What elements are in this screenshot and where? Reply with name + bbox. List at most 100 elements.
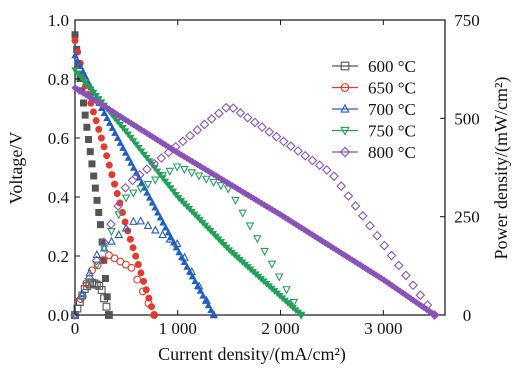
voltage-point <box>148 303 156 311</box>
power-point <box>267 260 277 269</box>
voltage-point <box>105 119 114 126</box>
voltage-point <box>76 62 85 69</box>
power-point <box>180 252 189 261</box>
power-point <box>250 117 260 128</box>
voltage-point <box>153 168 162 176</box>
power-point <box>253 235 262 244</box>
x-axis-title: Current density/(mA/cm²) <box>158 344 346 365</box>
y-axis-right-title: Power density/(mW/cm²) <box>491 77 512 260</box>
power-point <box>194 281 204 290</box>
y-axis-left-title: Voltage/V <box>6 132 26 205</box>
voltage-point <box>143 188 151 196</box>
voltage-point <box>71 67 79 74</box>
series-3 <box>70 67 306 320</box>
voltage-point <box>129 244 137 252</box>
voltage-point <box>207 306 215 314</box>
voltage-point <box>89 89 98 97</box>
voltage-point <box>79 99 87 107</box>
voltage-point <box>111 180 119 188</box>
voltage-point <box>183 263 191 270</box>
legend-marker <box>340 83 350 92</box>
legend-marker <box>340 61 350 71</box>
voltage-point <box>83 123 91 131</box>
power-point <box>150 311 159 319</box>
legend-marker <box>340 103 350 113</box>
x-tick-label: 2 000 <box>261 319 299 338</box>
legend-label: 600 °C <box>368 57 416 76</box>
power-point <box>296 311 306 320</box>
voltage-point <box>89 108 97 116</box>
legend-item-1: 650 °C <box>332 79 416 98</box>
power-point <box>307 155 318 166</box>
power-point <box>106 219 116 229</box>
voltage-point <box>132 141 140 149</box>
voltage-point <box>76 73 85 81</box>
power-point <box>104 311 113 319</box>
power-point <box>386 250 397 261</box>
voltage-point <box>145 158 154 166</box>
power-point <box>202 295 211 304</box>
power-point <box>129 189 138 198</box>
voltage-point <box>108 171 116 179</box>
voltage-point <box>161 178 170 186</box>
legend-item-2: 700 °C <box>332 100 416 119</box>
power-point <box>100 294 109 303</box>
power-point <box>282 286 291 295</box>
voltage-point <box>132 252 140 260</box>
power-point <box>172 238 182 248</box>
voltage-point <box>126 235 134 243</box>
power-point <box>77 291 88 302</box>
voltage-point <box>86 148 94 156</box>
power-point <box>150 176 160 185</box>
voltage-point <box>127 134 135 142</box>
voltage-point <box>121 149 130 156</box>
voltage-point <box>93 196 101 204</box>
legend-item-4: 800 °C <box>332 143 416 162</box>
power-point <box>102 302 111 311</box>
voltage-point <box>97 134 105 142</box>
voltage-point <box>105 311 113 319</box>
power-point <box>401 270 411 281</box>
x-tick-label: 1 000 <box>159 319 197 338</box>
voltage-point <box>167 185 175 192</box>
voltage-point <box>73 56 82 64</box>
power-point <box>170 142 181 152</box>
power-point <box>357 211 368 221</box>
voltage-point <box>121 128 130 135</box>
power-point <box>201 175 211 184</box>
power-point <box>113 201 124 211</box>
power-point <box>158 172 167 181</box>
power-point <box>329 171 339 182</box>
voltage-point <box>105 161 113 169</box>
legend-label: 800 °C <box>368 143 416 162</box>
voltage-point <box>113 118 122 126</box>
power-point <box>415 290 426 301</box>
power-point <box>92 280 101 289</box>
series-layer <box>70 31 440 320</box>
power-point <box>120 182 131 193</box>
power-point <box>165 234 175 243</box>
voltage-point <box>164 181 172 189</box>
voltage-point <box>96 221 104 229</box>
voltage-point <box>137 148 146 156</box>
power-point <box>199 119 210 130</box>
power-point <box>138 287 147 296</box>
voltage-point <box>151 203 159 211</box>
plot-area <box>74 19 446 316</box>
voltage-point <box>188 272 197 280</box>
voltage-point <box>127 159 135 166</box>
voltage-point <box>196 287 205 294</box>
voltage-point <box>135 144 143 152</box>
voltage-point <box>84 83 93 91</box>
voltage-point <box>95 208 103 216</box>
power-point <box>336 181 347 192</box>
power-point <box>393 260 404 271</box>
power-point <box>85 278 94 287</box>
power-point <box>209 178 218 188</box>
voltage-point <box>129 164 138 171</box>
power-point <box>293 146 303 156</box>
voltage-point <box>140 277 148 285</box>
legend-item-0: 600 °C <box>332 57 416 76</box>
power-point <box>235 107 246 118</box>
